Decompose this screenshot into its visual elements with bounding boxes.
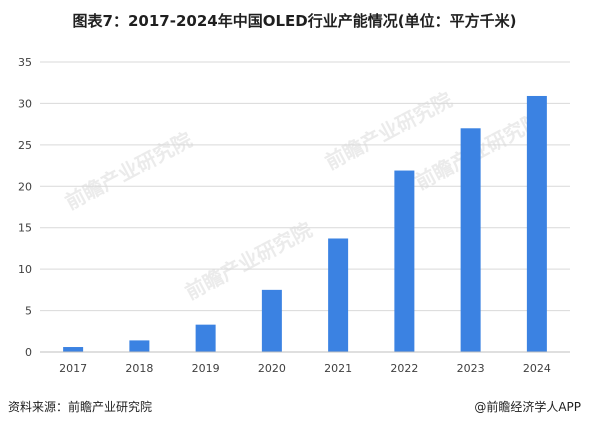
- x-axis-ticks: 2017 2018 2019 2020 2021 2022 2023 2024: [59, 362, 551, 375]
- bar: [394, 170, 415, 352]
- source-note: 资料来源：前瞻产业研究院: [8, 400, 153, 414]
- chart-title: 图表7：2017-2024年中国OLED行业产能情况(单位：平方千米): [72, 12, 517, 30]
- x-tick-label: 2017: [59, 362, 87, 375]
- bar: [261, 289, 282, 352]
- y-tick-label: 5: [25, 305, 32, 318]
- x-tick-label: 2024: [523, 362, 551, 375]
- bar: [63, 347, 84, 352]
- watermark-text: 前瞻产业研究院: [61, 127, 196, 214]
- bar: [460, 128, 481, 352]
- y-tick-label: 35: [18, 56, 32, 69]
- bar-series: [63, 95, 547, 352]
- y-tick-label: 30: [18, 97, 32, 110]
- credit-note: @前瞻经济学人APP: [474, 400, 581, 414]
- watermark-text: 前瞻产业研究院: [181, 217, 316, 304]
- x-tick-label: 2019: [192, 362, 220, 375]
- x-tick-label: 2022: [390, 362, 418, 375]
- gridlines: [40, 61, 570, 312]
- x-tick-label: 2018: [125, 362, 153, 375]
- bar: [328, 238, 349, 352]
- y-tick-label: 10: [18, 263, 32, 276]
- x-tick-label: 2020: [258, 362, 286, 375]
- bar: [129, 340, 150, 352]
- bar: [195, 324, 216, 352]
- y-tick-label: 20: [18, 180, 32, 193]
- x-tick-label: 2021: [324, 362, 352, 375]
- y-axis-ticks: 0 5 10 15 20 25 30 35: [18, 56, 32, 359]
- x-tick-label: 2023: [457, 362, 485, 375]
- bar: [526, 95, 547, 352]
- y-tick-label: 15: [18, 222, 32, 235]
- y-tick-label: 0: [25, 346, 32, 359]
- y-tick-label: 25: [18, 139, 32, 152]
